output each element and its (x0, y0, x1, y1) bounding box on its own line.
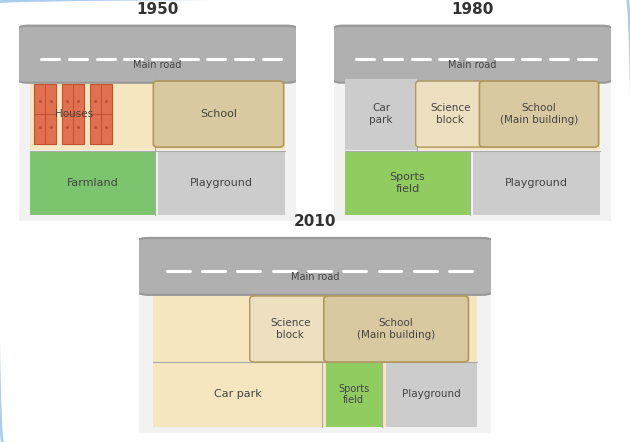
Text: Houses: Houses (55, 109, 93, 119)
FancyBboxPatch shape (153, 81, 284, 147)
Text: Farmland: Farmland (67, 178, 118, 188)
Text: Car park: Car park (214, 389, 261, 400)
Bar (345, 151, 470, 215)
Bar (345, 79, 417, 149)
Bar (472, 151, 600, 215)
Text: Playground: Playground (190, 178, 253, 188)
Title: 1980: 1980 (451, 1, 494, 16)
Bar (326, 362, 382, 427)
FancyBboxPatch shape (132, 238, 498, 295)
Bar (152, 362, 322, 427)
Text: Main road: Main road (449, 60, 496, 69)
Text: School
(Main building): School (Main building) (357, 318, 435, 340)
Text: Science
block: Science block (270, 318, 311, 340)
Bar (27, 72, 288, 79)
Bar (89, 84, 112, 144)
Bar (158, 151, 285, 215)
Bar (30, 79, 285, 149)
Title: 2010: 2010 (294, 213, 336, 229)
FancyBboxPatch shape (324, 296, 469, 362)
Text: Sports
field: Sports field (389, 172, 425, 194)
FancyBboxPatch shape (132, 238, 498, 437)
Text: Playground: Playground (402, 389, 461, 400)
Text: Playground: Playground (505, 178, 568, 188)
FancyBboxPatch shape (328, 26, 617, 83)
Title: 1950: 1950 (136, 1, 179, 16)
Bar (152, 291, 478, 427)
Text: Main road: Main road (134, 60, 181, 69)
Text: Sports
field: Sports field (338, 384, 369, 405)
Text: School: School (200, 109, 237, 119)
Bar (149, 285, 481, 291)
Bar (62, 84, 84, 144)
Text: School
(Main building): School (Main building) (500, 103, 578, 125)
Bar (30, 151, 155, 215)
Text: Car
park: Car park (369, 103, 392, 125)
FancyBboxPatch shape (328, 26, 617, 225)
FancyBboxPatch shape (13, 26, 302, 225)
Text: Main road: Main road (291, 272, 339, 282)
Text: Science
block: Science block (430, 103, 471, 125)
Bar (345, 79, 600, 149)
Bar (342, 72, 603, 79)
FancyBboxPatch shape (479, 81, 598, 147)
Bar (34, 84, 56, 144)
Bar (386, 362, 478, 427)
FancyBboxPatch shape (13, 26, 302, 83)
FancyBboxPatch shape (416, 81, 485, 147)
FancyBboxPatch shape (249, 296, 331, 362)
